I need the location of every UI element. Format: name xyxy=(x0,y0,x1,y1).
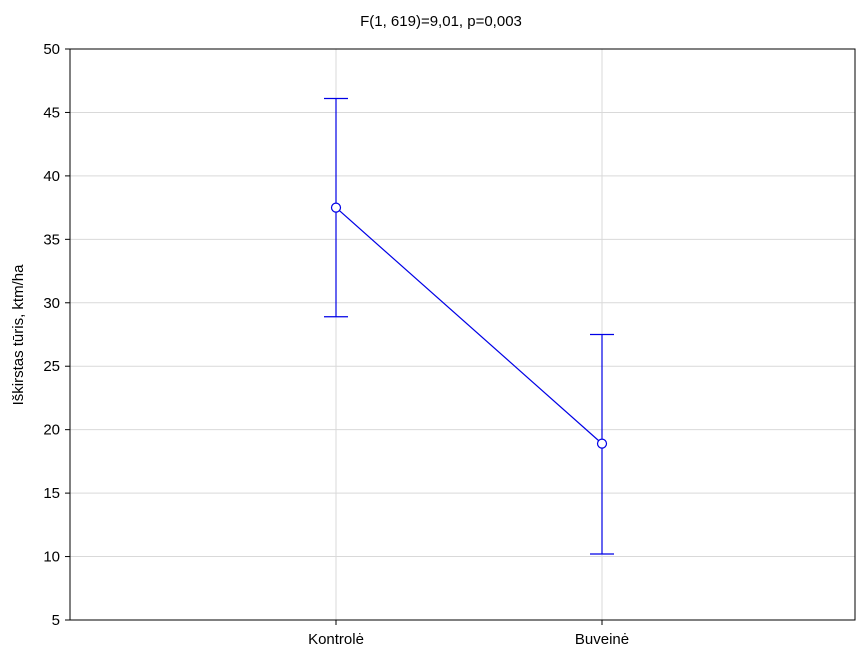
x-tick-label-1: Buveinė xyxy=(575,631,629,648)
y-tick-label-1: 10 xyxy=(43,549,60,566)
axis-layer: 5 10 15 20 25 30 35 40 45 50 Kontrolė Buveinė xyxy=(43,41,629,648)
data-point-0 xyxy=(330,202,342,213)
y-axis-label: Iškirstas tūris, ktm/ha xyxy=(10,264,27,406)
y-tick-label-7: 40 xyxy=(43,168,60,185)
y-tick-label-9: 50 xyxy=(43,41,60,58)
y-tick-label-5: 30 xyxy=(43,295,60,312)
x-tick-label-0: Kontrolė xyxy=(308,631,364,648)
series-layer xyxy=(324,97,614,555)
y-tick-label-8: 45 xyxy=(43,104,60,121)
y-tick-label-6: 35 xyxy=(43,231,60,248)
series-line xyxy=(335,207,603,445)
grid-layer xyxy=(70,49,855,620)
chart-title: F(1, 619)=9,01, p=0,003 xyxy=(360,13,522,30)
y-tick-label-3: 20 xyxy=(43,422,60,439)
y-tick-label-2: 15 xyxy=(43,485,60,502)
y-tick-label-4: 25 xyxy=(43,358,60,375)
plot-frame xyxy=(69,48,856,621)
data-point-1 xyxy=(596,438,608,449)
y-tick-label-0: 5 xyxy=(52,612,60,629)
